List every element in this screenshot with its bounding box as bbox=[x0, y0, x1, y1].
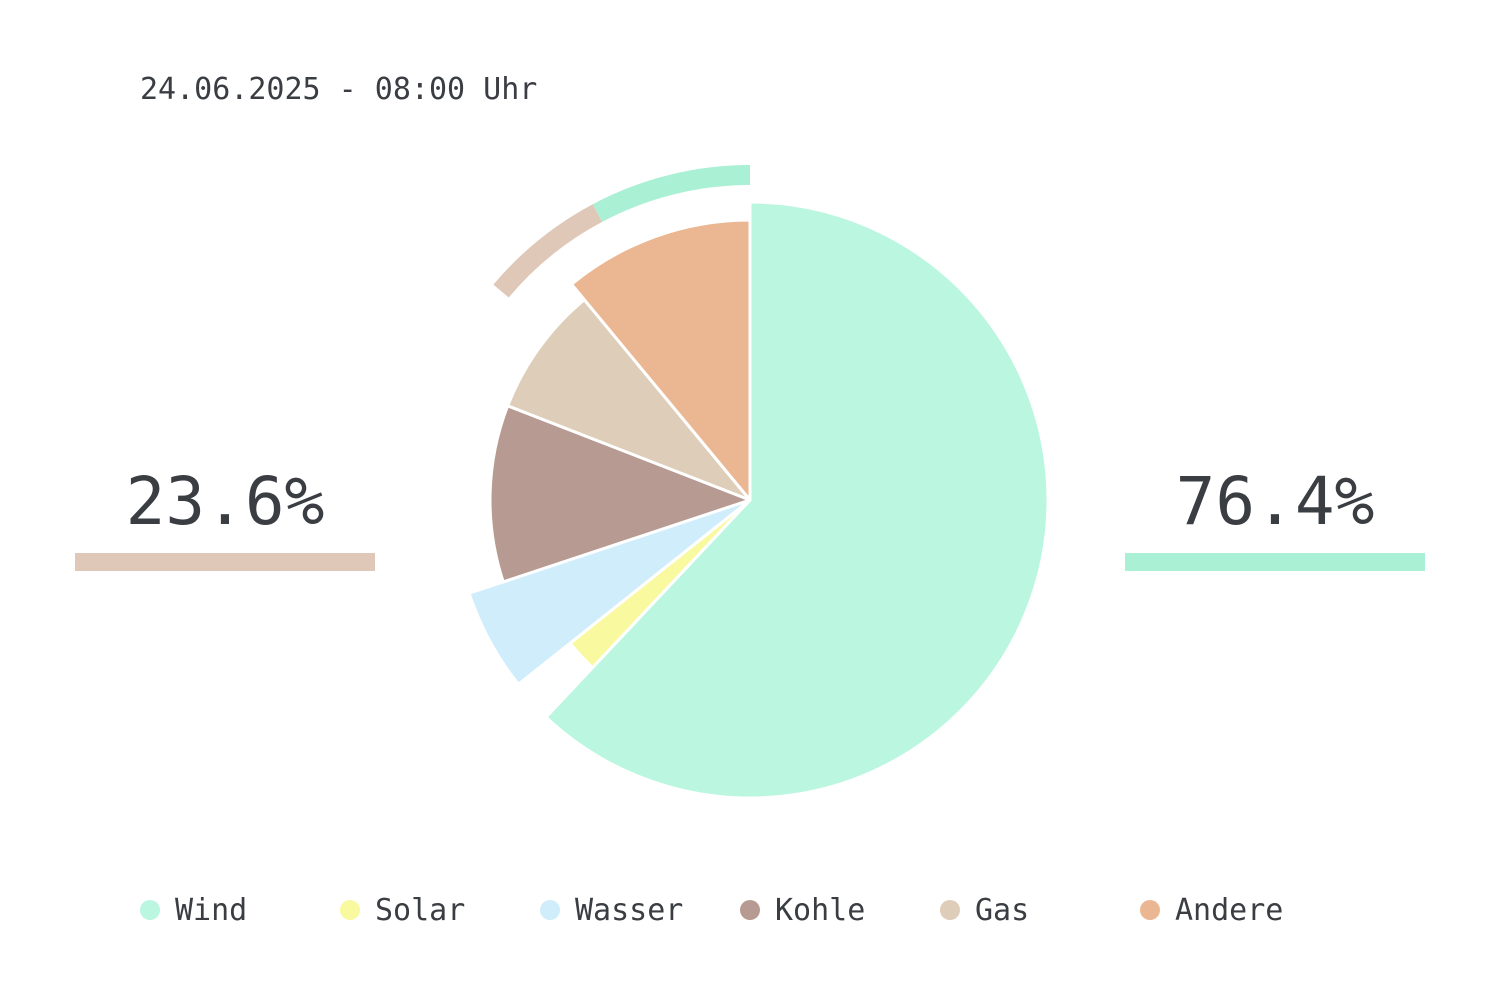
legend-label-andere: Andere bbox=[1175, 892, 1284, 928]
legend: Wind Solar Wasser Kohle Gas Andere bbox=[0, 888, 1500, 932]
pie-slice-andere bbox=[570, 218, 752, 502]
pie-slice-wind bbox=[544, 200, 1050, 800]
legend-item-wind: Wind bbox=[140, 888, 247, 932]
legend-item-wasser: Wasser bbox=[540, 888, 683, 932]
group-arc-renewable bbox=[592, 165, 751, 222]
legend-label-gas: Gas bbox=[975, 892, 1030, 928]
legend-item-gas: Gas bbox=[940, 888, 1029, 932]
legend-label-wasser: Wasser bbox=[575, 892, 684, 928]
fossil-share-bar bbox=[75, 553, 375, 571]
legend-item-andere: Andere bbox=[1140, 888, 1283, 932]
timestamp: 24.06.2025 - 08:00 Uhr bbox=[140, 72, 538, 107]
legend-dot-wasser bbox=[540, 900, 560, 920]
group-arc-fossil bbox=[493, 204, 603, 298]
legend-item-kohle: Kohle bbox=[740, 888, 865, 932]
pie-slice-kohle bbox=[488, 404, 752, 584]
legend-dot-kohle bbox=[740, 900, 760, 920]
fossil-share-value: 23.6% bbox=[125, 463, 325, 540]
legend-dot-andere bbox=[1140, 900, 1160, 920]
pie-slice-wasser bbox=[467, 498, 752, 686]
pie-slice-gas bbox=[506, 298, 752, 502]
renewable-share: 76.4% bbox=[1125, 462, 1425, 571]
legend-label-wind: Wind bbox=[175, 892, 248, 928]
legend-label-solar: Solar bbox=[375, 892, 466, 928]
legend-dot-solar bbox=[340, 900, 360, 920]
legend-dot-gas bbox=[940, 900, 960, 920]
legend-item-solar: Solar bbox=[340, 888, 465, 932]
legend-label-kohle: Kohle bbox=[775, 892, 866, 928]
fossil-share: 23.6% bbox=[75, 462, 375, 571]
legend-dot-wind bbox=[140, 900, 160, 920]
renewable-share-value: 76.4% bbox=[1175, 463, 1375, 540]
renewable-share-bar bbox=[1125, 553, 1425, 571]
